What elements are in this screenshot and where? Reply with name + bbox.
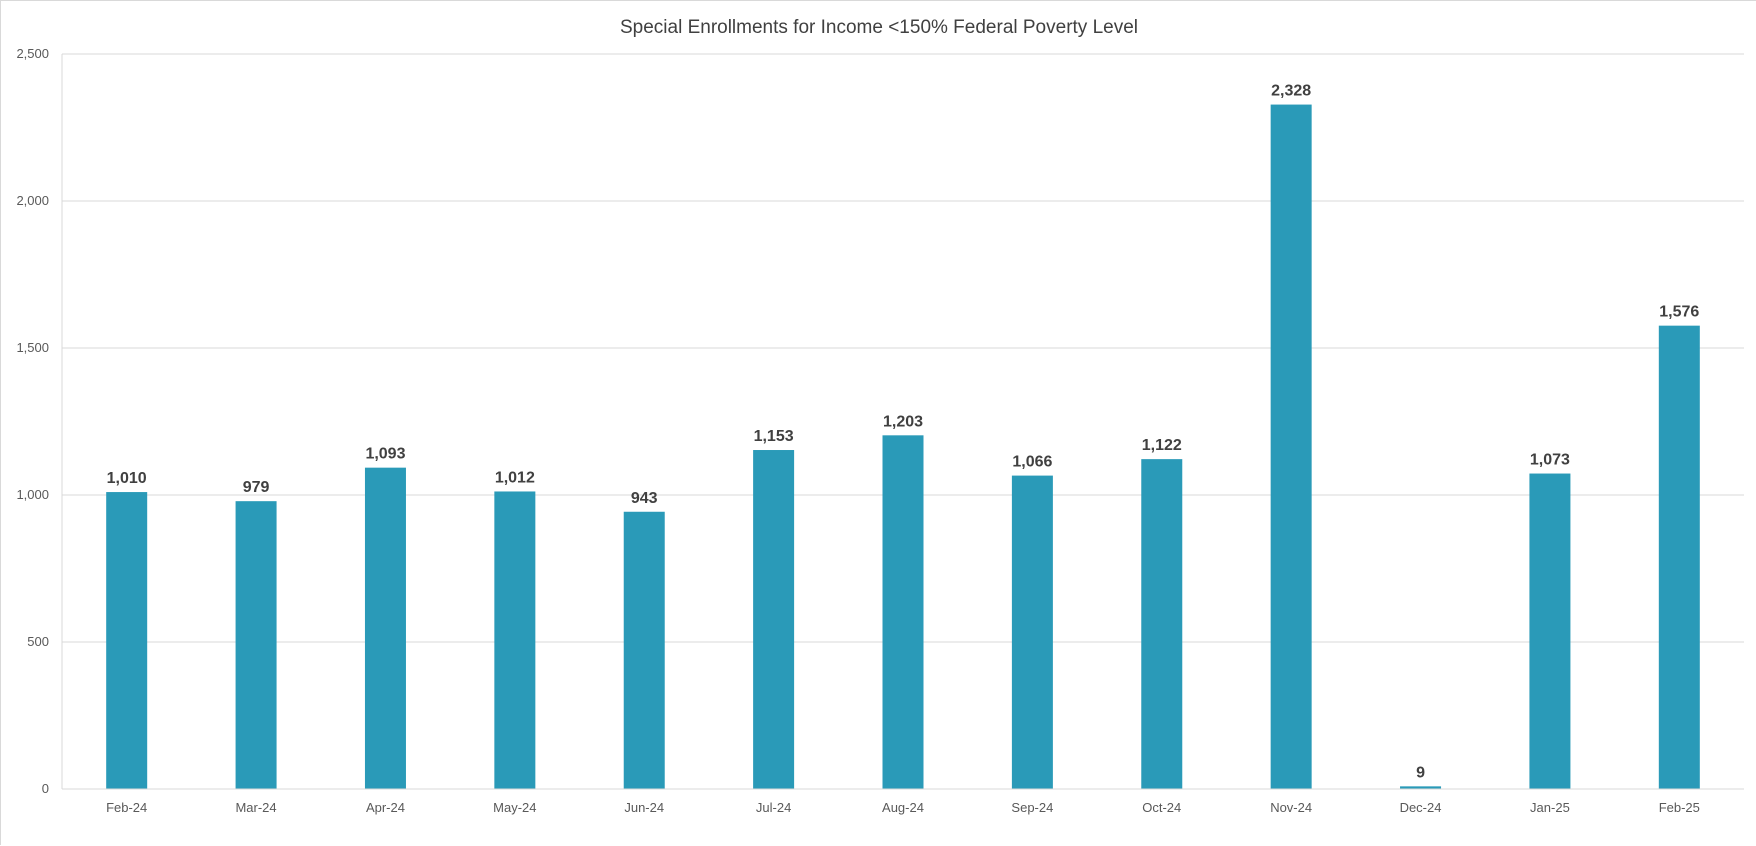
x-tick-label: May-24 bbox=[493, 800, 536, 815]
data-label: 979 bbox=[243, 479, 270, 496]
bar bbox=[1141, 459, 1183, 789]
bar bbox=[1529, 473, 1571, 789]
data-label: 1,010 bbox=[107, 470, 147, 487]
bar bbox=[364, 467, 406, 789]
bar bbox=[753, 450, 795, 789]
chart-title: Special Enrollments for Income <150% Fed… bbox=[619, 17, 1138, 38]
data-label: 1,576 bbox=[1659, 304, 1699, 321]
bar bbox=[1270, 104, 1312, 790]
x-tick-label: Mar-24 bbox=[235, 800, 276, 815]
bar bbox=[623, 511, 665, 789]
x-tick-label: Feb-25 bbox=[1659, 800, 1700, 815]
x-tick-label: Jun-24 bbox=[624, 800, 664, 815]
x-tick-label: Feb-24 bbox=[106, 800, 147, 815]
x-tick-label: Jan-25 bbox=[1530, 800, 1570, 815]
x-tick-label: Dec-24 bbox=[1400, 800, 1442, 815]
data-label: 2,328 bbox=[1271, 83, 1311, 100]
y-tick-label: 1,000 bbox=[16, 487, 49, 502]
data-label: 1,153 bbox=[754, 428, 794, 445]
data-label: 1,066 bbox=[1012, 454, 1052, 471]
x-tick-label: Apr-24 bbox=[366, 800, 405, 815]
data-label: 1,073 bbox=[1530, 452, 1570, 469]
y-tick-label: 500 bbox=[27, 634, 49, 649]
data-labels: 1,010 979 1,093 1,012 943 1,153 1,203 1,066 1,12… bbox=[107, 83, 1700, 782]
y-tick-label: 0 bbox=[42, 781, 49, 796]
x-tick-label: Sep-24 bbox=[1011, 800, 1053, 815]
data-label: 9 bbox=[1416, 764, 1425, 781]
y-tick-label: 2,000 bbox=[16, 193, 49, 208]
data-label: 1,012 bbox=[495, 469, 535, 486]
data-label: 943 bbox=[631, 490, 658, 507]
y-tick-label: 1,500 bbox=[16, 340, 49, 355]
bar bbox=[1011, 475, 1053, 789]
bar bbox=[106, 492, 148, 789]
x-tick-label: Jul-24 bbox=[756, 800, 791, 815]
y-axis: 0 500 1,000 1,500 2,000 2,500 bbox=[16, 46, 63, 796]
x-tick-label: Aug-24 bbox=[882, 800, 924, 815]
data-label: 1,093 bbox=[365, 446, 405, 463]
data-label: 1,122 bbox=[1142, 437, 1182, 454]
x-tick-label: Nov-24 bbox=[1270, 800, 1312, 815]
bar bbox=[235, 501, 277, 789]
bar bbox=[882, 435, 924, 789]
bar bbox=[1658, 325, 1700, 789]
bars bbox=[106, 104, 1700, 790]
bar bbox=[1400, 786, 1442, 789]
x-axis: Feb-24 Mar-24 Apr-24 May-24 Jun-24 Jul-24 Aug-… bbox=[62, 788, 1744, 815]
y-tick-label: 2,500 bbox=[16, 46, 49, 61]
bar bbox=[494, 491, 536, 789]
x-tick-label: Oct-24 bbox=[1142, 800, 1181, 815]
data-label: 1,203 bbox=[883, 413, 923, 430]
